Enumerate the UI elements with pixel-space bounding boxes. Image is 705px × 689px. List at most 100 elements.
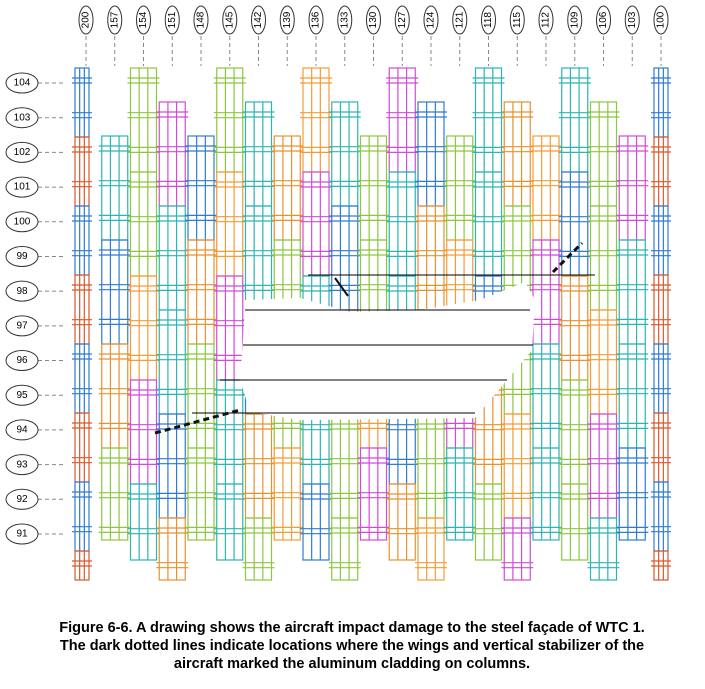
floor-tag bbox=[5, 454, 39, 476]
column-tag bbox=[538, 5, 554, 35]
floor-label: 104 bbox=[14, 78, 31, 89]
panel-outline bbox=[302, 171, 330, 277]
column-panel bbox=[300, 483, 332, 561]
column-tag bbox=[452, 5, 468, 35]
column-panel bbox=[472, 171, 505, 277]
floor-label: 94 bbox=[16, 425, 28, 436]
column-tag bbox=[222, 5, 238, 35]
column-tag bbox=[337, 5, 353, 35]
column-panel bbox=[185, 447, 217, 541]
column-panel bbox=[501, 517, 534, 581]
column-panel bbox=[530, 343, 562, 449]
floor-tag bbox=[5, 384, 39, 406]
panel-outline bbox=[273, 447, 301, 541]
panel-outline bbox=[273, 135, 301, 241]
panel-outline bbox=[561, 483, 589, 561]
panel-outline bbox=[129, 483, 158, 561]
column-panel bbox=[213, 67, 246, 173]
column-label: 121 bbox=[454, 11, 465, 28]
panel-outline bbox=[244, 517, 273, 581]
column-panel bbox=[242, 205, 275, 311]
column-panel bbox=[558, 275, 591, 381]
column-panel bbox=[328, 413, 361, 519]
column-tag bbox=[308, 5, 324, 35]
panel-outline bbox=[474, 171, 503, 277]
floor-label: 99 bbox=[16, 251, 28, 262]
panel-outline bbox=[417, 205, 445, 311]
column-panel bbox=[651, 136, 671, 207]
column-panel bbox=[587, 517, 620, 581]
column-panel bbox=[300, 171, 332, 277]
floor-label: 92 bbox=[16, 494, 28, 505]
floor-tag bbox=[5, 176, 39, 198]
column-tag bbox=[423, 5, 439, 35]
panel-outline bbox=[359, 135, 388, 241]
column-panel bbox=[72, 481, 92, 552]
column-panel bbox=[651, 412, 671, 483]
column-tag bbox=[164, 5, 180, 35]
column-label: 136 bbox=[311, 11, 322, 28]
panel-outline bbox=[446, 135, 474, 241]
column-panel bbox=[651, 481, 671, 552]
column-tag bbox=[136, 5, 151, 35]
column-panel bbox=[72, 550, 92, 581]
column-label: 100 bbox=[656, 11, 667, 28]
floor-label: 98 bbox=[16, 286, 28, 297]
column-tag bbox=[394, 5, 410, 35]
column-panel bbox=[213, 171, 246, 277]
panel-outline bbox=[388, 483, 416, 561]
column-tag bbox=[251, 5, 266, 35]
column-panel bbox=[72, 343, 92, 414]
column-panel bbox=[185, 343, 217, 449]
column-panel bbox=[443, 447, 476, 541]
column-panel bbox=[501, 101, 534, 207]
floor-label: 96 bbox=[16, 355, 28, 366]
column-panel bbox=[271, 447, 304, 541]
floor-tag bbox=[5, 523, 39, 545]
floor-tag bbox=[5, 315, 39, 337]
floor-tag bbox=[5, 245, 39, 267]
column-tag bbox=[366, 5, 381, 35]
column-label: 145 bbox=[224, 11, 235, 28]
panel-outline bbox=[216, 483, 244, 561]
panel-outline bbox=[101, 447, 129, 541]
caption-line: aircraft marked the aluminum cladding on… bbox=[174, 656, 530, 672]
floor-label: 100 bbox=[14, 216, 31, 227]
column-panel bbox=[651, 550, 671, 581]
panel-outline bbox=[302, 483, 330, 561]
panel-outline bbox=[158, 517, 186, 581]
column-label: 154 bbox=[138, 11, 149, 28]
column-panel bbox=[530, 447, 562, 541]
column-panel bbox=[98, 343, 131, 449]
floor-tag bbox=[5, 419, 39, 441]
floor-label: 102 bbox=[14, 147, 31, 158]
labels: 200 157 154 151 148 145 142 139 136 133 130 127 124 1… bbox=[5, 5, 669, 545]
column-tag bbox=[107, 5, 123, 35]
floor-tag bbox=[5, 350, 39, 372]
panel-outline bbox=[532, 447, 560, 541]
panel-outline bbox=[101, 239, 129, 345]
column-panel bbox=[651, 67, 671, 138]
column-tag bbox=[481, 5, 496, 35]
column-panel bbox=[156, 205, 189, 311]
column-panel bbox=[443, 135, 476, 241]
panel-outline bbox=[388, 171, 416, 277]
floor-tag bbox=[5, 280, 39, 302]
column-tag bbox=[279, 5, 295, 35]
floor-tag bbox=[5, 488, 39, 510]
column-panel bbox=[357, 447, 390, 541]
column-panel bbox=[587, 309, 620, 415]
column-panel bbox=[127, 275, 160, 381]
panel-outline bbox=[561, 171, 589, 277]
column-panel bbox=[558, 483, 591, 561]
floor-tag bbox=[5, 107, 39, 129]
column-panel bbox=[328, 205, 361, 311]
panel-outline bbox=[446, 447, 474, 541]
impact-damage bbox=[154, 241, 595, 435]
column-panel bbox=[616, 343, 649, 449]
column-panel bbox=[616, 447, 649, 541]
column-panel bbox=[651, 274, 671, 345]
column-panel bbox=[213, 275, 246, 381]
caption-line: The dark dotted lines indicate locations… bbox=[60, 638, 644, 654]
